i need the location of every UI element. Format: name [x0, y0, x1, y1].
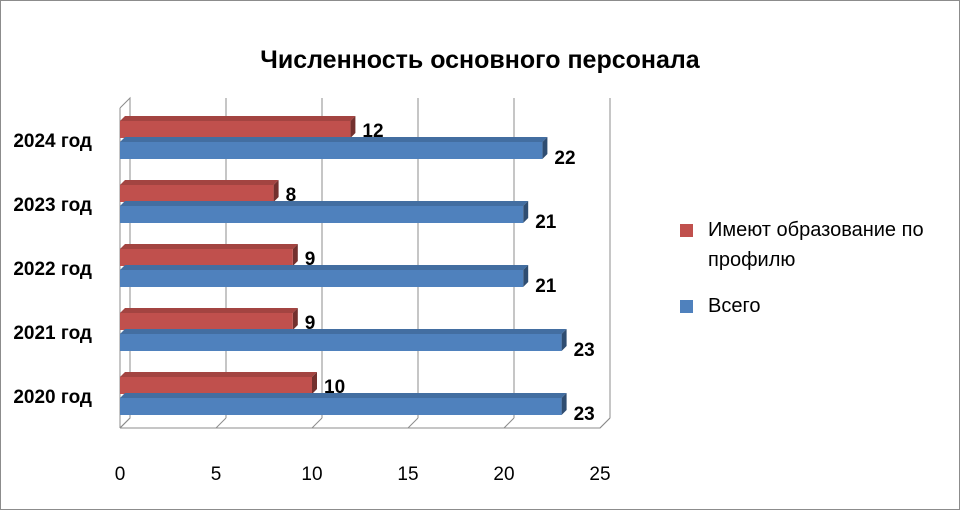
data-label: 22 [554, 148, 575, 169]
bar-side-face [542, 137, 548, 159]
x-tick-label: 5 [211, 464, 222, 485]
data-label: 23 [574, 404, 595, 425]
x-tick-label: 25 [589, 464, 610, 485]
data-label: 21 [535, 212, 557, 233]
bar-top-face [120, 201, 529, 206]
bar-top-face [120, 393, 567, 398]
chart-title: Численность основного персонала [260, 46, 700, 74]
data-label: 21 [535, 276, 557, 297]
bar-top-face [120, 180, 279, 185]
legend: Имеют образование по профилю Всего [680, 215, 960, 337]
data-label: 8 [286, 185, 297, 206]
x-tick-label: 15 [397, 464, 418, 485]
bar-side-face [523, 201, 529, 223]
bar [120, 185, 274, 202]
bar-side-face [561, 393, 567, 415]
legend-label-profile: Имеют образование по профилю [708, 219, 924, 271]
bar [120, 206, 524, 223]
floor-gridline [311, 417, 323, 429]
legend-item-profile: Имеют образование по профилю [680, 215, 960, 275]
x-axis-line [120, 417, 611, 429]
category-label: 2022 год [13, 259, 92, 280]
legend-item-total: Всего [680, 291, 960, 321]
legend-label-total: Всего [708, 295, 761, 317]
category-label: 2024 год [13, 131, 92, 152]
bar [120, 249, 293, 266]
plot-area: 0 5 10 15 20 25 2020 год 10 23 2021 год 9 23 2022 го… [13, 96, 611, 485]
bar-top-face [120, 308, 298, 313]
data-label: 12 [362, 121, 383, 142]
data-label: 10 [324, 377, 345, 398]
data-label: 9 [305, 249, 316, 270]
floor-gridline [407, 417, 419, 429]
category-label: 2021 год [13, 323, 92, 344]
bar-side-face [312, 372, 317, 394]
bar [120, 142, 543, 159]
category-label: 2023 год [13, 195, 92, 216]
legend-swatch-profile [680, 224, 693, 237]
bar [120, 377, 312, 394]
bar-top-face [120, 329, 567, 334]
bar [120, 121, 351, 138]
bar [120, 313, 293, 330]
bar-side-face [273, 180, 279, 202]
bar [120, 334, 562, 351]
bar-top-face [120, 116, 356, 121]
bar-side-face [523, 265, 529, 287]
bar-top-face [120, 265, 529, 270]
floor-gridline [215, 417, 227, 429]
floor-gridline [503, 417, 515, 429]
bar-side-face [350, 116, 356, 138]
legend-swatch-total [680, 300, 693, 313]
bar [120, 270, 524, 287]
bar [120, 398, 562, 415]
x-tick-label: 20 [493, 464, 514, 485]
x-tick-label: 10 [301, 464, 322, 485]
bar-top-face [120, 137, 548, 142]
bar-top-face [120, 244, 298, 249]
data-label: 9 [305, 313, 316, 334]
category-label: 2020 год [13, 387, 92, 408]
data-label: 23 [574, 340, 595, 361]
bar-top-face [120, 372, 317, 377]
bar-side-face [292, 308, 298, 330]
bar-side-face [292, 244, 298, 266]
bar-side-face [561, 329, 567, 351]
x-tick-label: 0 [115, 464, 126, 485]
